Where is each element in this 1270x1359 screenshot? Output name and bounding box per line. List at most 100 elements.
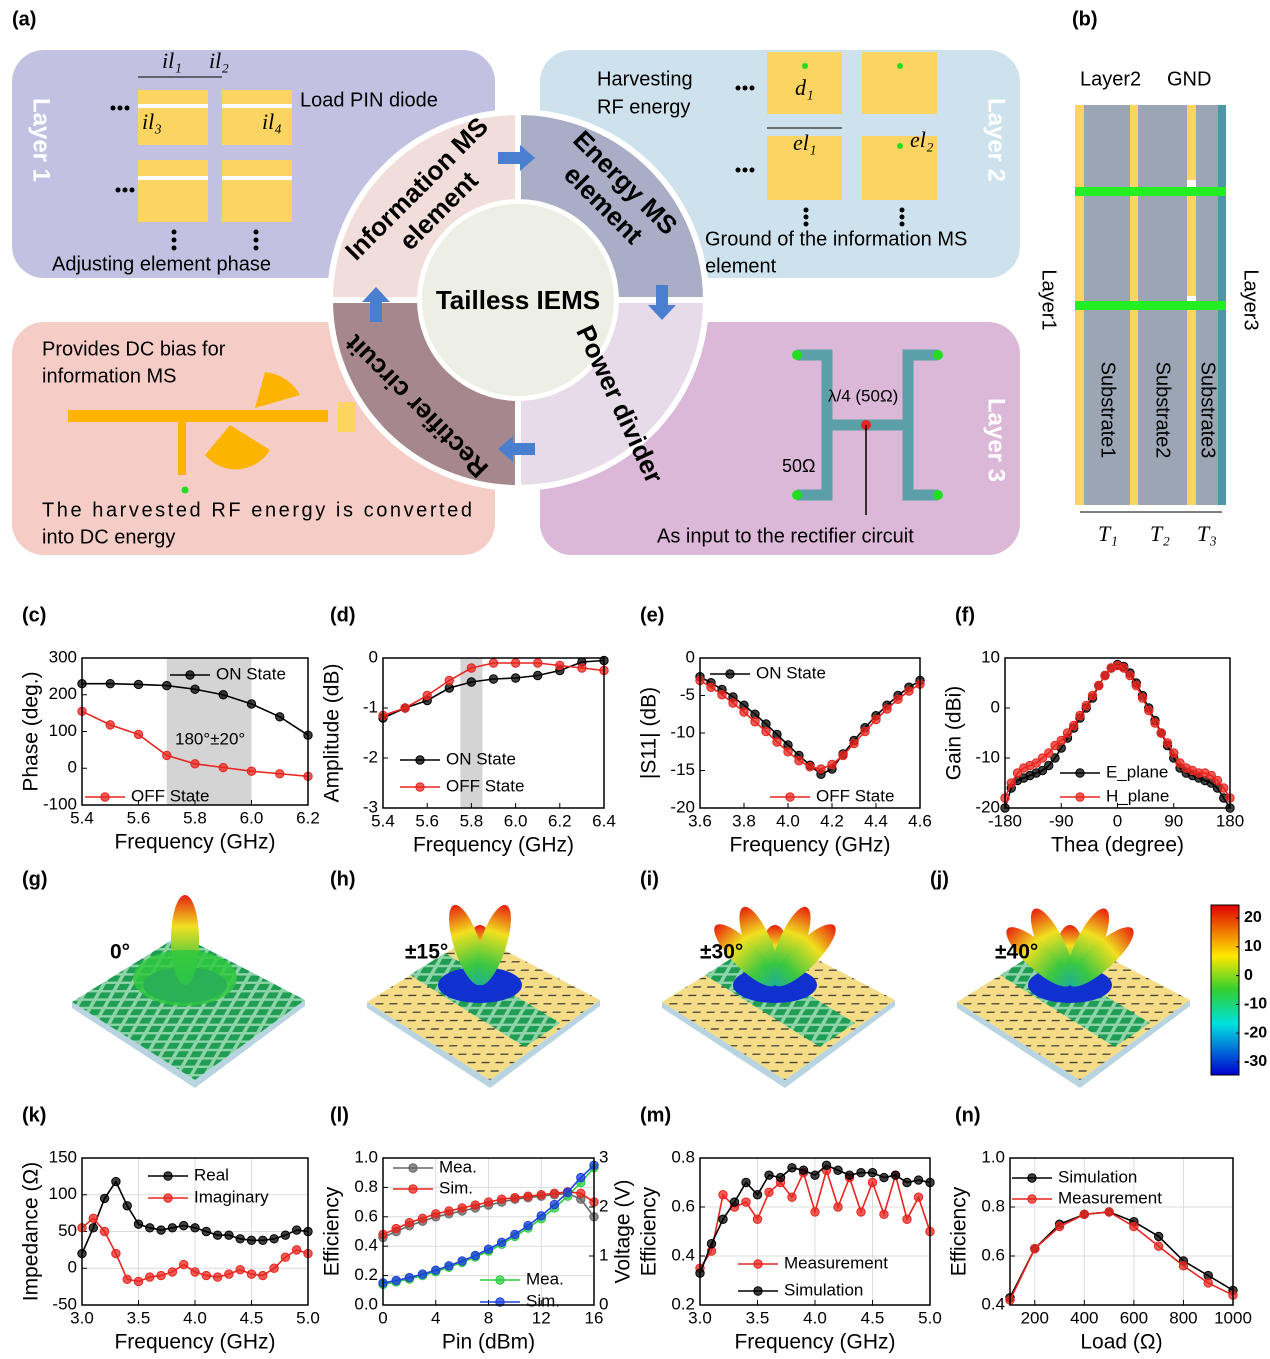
panel-label: (e) [640,604,664,626]
data-point [1144,705,1154,716]
label: T₂ [1150,521,1170,546]
data-point [156,1225,166,1235]
data-point [729,1197,740,1207]
beam-lobe [1068,927,1134,987]
flow-arrows [362,145,676,462]
x-tick-label: -180 [988,811,1022,830]
data-point [536,1211,546,1221]
beam-label: ±15° [405,941,448,964]
data-point [99,1193,110,1204]
data-point [1037,765,1048,776]
legend-label: E_plane [1106,762,1168,781]
data-point [235,1234,245,1244]
data-point [162,750,172,761]
data-point [292,1245,302,1255]
data-point [536,1190,546,1200]
data-point [510,1192,520,1203]
data-point [867,1177,878,1188]
y-tick-label: -50 [52,1294,77,1313]
data-point [218,690,228,700]
data-point [549,1199,560,1210]
data-point [871,714,881,725]
beam-dome [133,950,237,1006]
board [72,935,305,1080]
data-point [890,1170,901,1180]
data-point [787,1192,797,1202]
y-tick-label: -5 [680,685,695,704]
x-tick-label: 0 [1113,811,1122,830]
data-point [741,1197,751,1207]
annotation: Adjusting element phase [52,253,271,275]
ring [326,108,710,492]
x-tick-label: 4.4 [864,811,888,830]
y-tick-label: 0.6 [671,1196,695,1215]
dim-label: el₁ [793,130,817,155]
y-tick-label: 0.8 [354,1177,378,1196]
data-point [577,663,587,673]
data-point [1119,663,1129,673]
dim-label: d₁ [795,75,814,100]
data-point [1037,753,1048,763]
panel-label: (k) [22,1104,46,1126]
data-point [1169,748,1179,758]
y-tick-label: 300 [49,647,77,666]
data-point [111,1176,121,1187]
legend-marker [1075,792,1085,802]
annotation: information MS [42,365,177,387]
y-tick-label: 0 [68,1258,77,1277]
y-tick-label: 0.2 [671,1294,695,1313]
data-point [856,1168,866,1178]
annotation: Ground of the information MS [705,228,967,250]
data-point [133,1219,144,1229]
data-point [431,1209,441,1219]
data-point [246,1269,257,1279]
data-point [190,759,200,769]
x-tick-label: 6.0 [504,811,528,830]
data-point [752,1190,763,1200]
x-tick-label: 16 [585,1308,604,1327]
panel-label: (i) [640,868,659,890]
data-point [190,1267,200,1277]
x-tick-label: 5.6 [415,811,439,830]
data-point [457,1203,467,1213]
label: Layer3 [1240,269,1262,330]
annotation: λ/4 (50Ω) [828,386,898,405]
data-point [838,750,848,761]
legend-label: Imaginary [194,1187,269,1206]
beam-lobe [475,904,511,986]
data-point [275,769,285,779]
data-point [444,1261,454,1271]
data-point [122,1274,132,1284]
legend-marker [753,1286,763,1296]
panel-label: (a) [12,8,36,30]
beam-label: 0° [110,941,130,964]
slots [138,104,292,180]
data-point [913,1175,924,1185]
annotation: into DC energy [42,526,175,548]
data-point [775,1172,786,1183]
panel-label: (f) [955,604,975,626]
data-point [810,1207,820,1217]
x-tick-label: 90 [1164,811,1183,830]
data-point [1081,700,1091,711]
data-point [1175,758,1185,768]
data-point [444,675,454,686]
data-point [902,1214,912,1224]
data-point [167,1267,178,1277]
x-tick-label: 3.5 [127,1308,151,1327]
gap [1187,296,1196,304]
data-point [218,762,228,773]
colorbar [1210,904,1240,1076]
data-point [466,677,477,687]
annotation: Provides DC bias for [42,338,226,360]
data-point [764,1187,774,1198]
legend-marker [785,792,795,802]
x-axis-label: Frequency (GHz) [114,1331,275,1354]
plot-frame [1004,657,1231,809]
y-tick-label: 1.0 [981,1147,1005,1166]
data-point [794,756,804,766]
x-tick-label: 3.5 [746,1308,770,1327]
plot-frame [699,1157,931,1306]
via [1075,301,1226,310]
data-point [882,704,892,714]
